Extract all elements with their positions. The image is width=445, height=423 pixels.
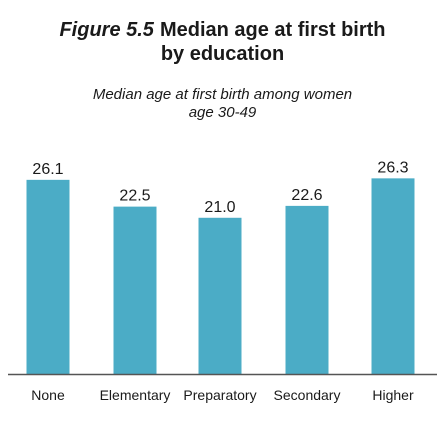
bar-secondary [285, 205, 329, 374]
data-label-secondary: 22.6 [291, 187, 322, 204]
figure-label: Figure 5.5 [59, 19, 154, 41]
subtitle-line-1: Median age at first birth among women [92, 86, 353, 103]
chart-subtitle: Median age at first birth among women ag… [0, 86, 445, 122]
data-label-preparatory: 21.0 [204, 199, 235, 216]
bar-none [26, 179, 70, 374]
chart-title: Figure 5.5 Median age at first birth by e… [0, 18, 445, 66]
category-label-elementary: Elementary [100, 387, 171, 403]
bar-elementary [113, 206, 157, 374]
title-text: Median age at first birth [159, 19, 386, 41]
title-line-2: by education [160, 43, 285, 65]
data-label-none: 26.1 [32, 161, 63, 178]
category-label-none: None [31, 387, 65, 403]
category-label-preparatory: Preparatory [183, 387, 256, 403]
bar-preparatory [198, 217, 242, 374]
category-label-secondary: Secondary [274, 387, 341, 403]
bar-higher [371, 178, 415, 374]
data-label-elementary: 22.5 [119, 188, 150, 205]
data-label-higher: 26.3 [377, 159, 408, 176]
category-label-higher: Higher [372, 387, 414, 403]
title-line-1: Figure 5.5 Median age at first birth [0, 18, 445, 42]
subtitle-line-2: age 30-49 [188, 104, 257, 121]
